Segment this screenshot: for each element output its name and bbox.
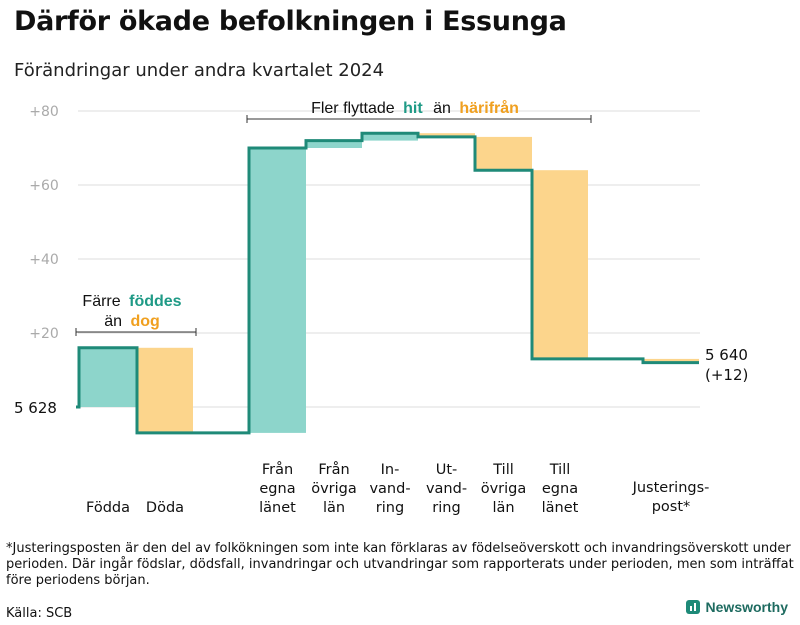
migration-annotation-middle: än bbox=[433, 100, 451, 117]
y-tick-label: +80 bbox=[29, 104, 59, 120]
bar-1 bbox=[137, 347, 193, 433]
category-label-8: Justerings-post* bbox=[632, 480, 710, 515]
cumulative-step-line bbox=[76, 131, 699, 435]
bar-layer bbox=[79, 133, 699, 433]
bar-2 bbox=[249, 148, 306, 433]
category-label-4: In-vand-ring bbox=[369, 462, 410, 516]
newsworthy-logo-icon bbox=[685, 600, 700, 614]
chart-title: Därför ökade befolkningen i Essunga bbox=[14, 6, 567, 37]
waterfall-chart: +20 +40 +60 +80 Födda Döda Från egna länet Från öv… bbox=[14, 99, 748, 516]
birth-annotation-highlight: föddes bbox=[129, 293, 182, 310]
migration-annotation-highlight1: hit bbox=[403, 100, 423, 117]
category-label-5: Ut-vand-ring bbox=[426, 462, 467, 516]
y-tick-label: +40 bbox=[29, 252, 59, 268]
bar-4 bbox=[362, 133, 418, 141]
source-label: Källa: SCB bbox=[6, 606, 73, 621]
footnote: *Justeringsposten är den del av folkökni… bbox=[6, 541, 794, 588]
bar-6 bbox=[475, 136, 532, 171]
bar-8 bbox=[643, 358, 699, 363]
category-label-6: Till övriga län bbox=[481, 462, 527, 516]
label-layer: +20 +40 +60 +80 Födda Döda Från egna länet Från öv… bbox=[14, 104, 748, 516]
bar-7 bbox=[532, 170, 588, 359]
line-layer bbox=[76, 131, 699, 435]
svg-text:Färre föddes: Färre föddes bbox=[82, 293, 181, 310]
category-label-3: Från övriga län bbox=[311, 461, 357, 516]
category-label-0: Födda bbox=[86, 500, 130, 516]
birth-annotation-line2-prefix: än bbox=[104, 313, 122, 330]
birth-annotation-line2-highlight: dog bbox=[130, 313, 159, 330]
category-label-7: Till egna länet bbox=[542, 462, 579, 516]
migration-annotation-highlight2: härifrån bbox=[459, 99, 519, 117]
category-label-2: Från egna länet bbox=[259, 461, 296, 516]
brand-name: Newsworthy bbox=[705, 599, 788, 615]
category-label-1: Döda bbox=[146, 500, 184, 516]
bar-5 bbox=[418, 133, 475, 137]
bar-3 bbox=[306, 140, 362, 148]
migration-annotation: Fler flyttade hit än härifrån bbox=[246, 99, 592, 123]
y-tick-label: +20 bbox=[29, 326, 59, 342]
chart-subtitle: Förändringar under andra kvartalet 2024 bbox=[14, 60, 385, 81]
birth-annotation-prefix: Färre bbox=[82, 293, 120, 310]
end-change-label: (+12) bbox=[705, 366, 748, 384]
svg-text:än dog: än dog bbox=[104, 313, 160, 330]
end-value-label: 5 640 bbox=[705, 346, 748, 364]
migration-annotation-prefix: Fler flyttade bbox=[311, 100, 395, 117]
bar-0 bbox=[79, 347, 137, 407]
start-value-label: 5 628 bbox=[14, 399, 57, 417]
y-tick-label: +60 bbox=[29, 178, 59, 194]
brand-logo: Newsworthy bbox=[685, 599, 788, 615]
birth-annotation: Färre föddes än dog bbox=[75, 293, 197, 336]
svg-text:Fler flyttade hit: Fler flyttade hit än härifrån bbox=[311, 99, 519, 117]
grid-layer bbox=[78, 110, 700, 408]
